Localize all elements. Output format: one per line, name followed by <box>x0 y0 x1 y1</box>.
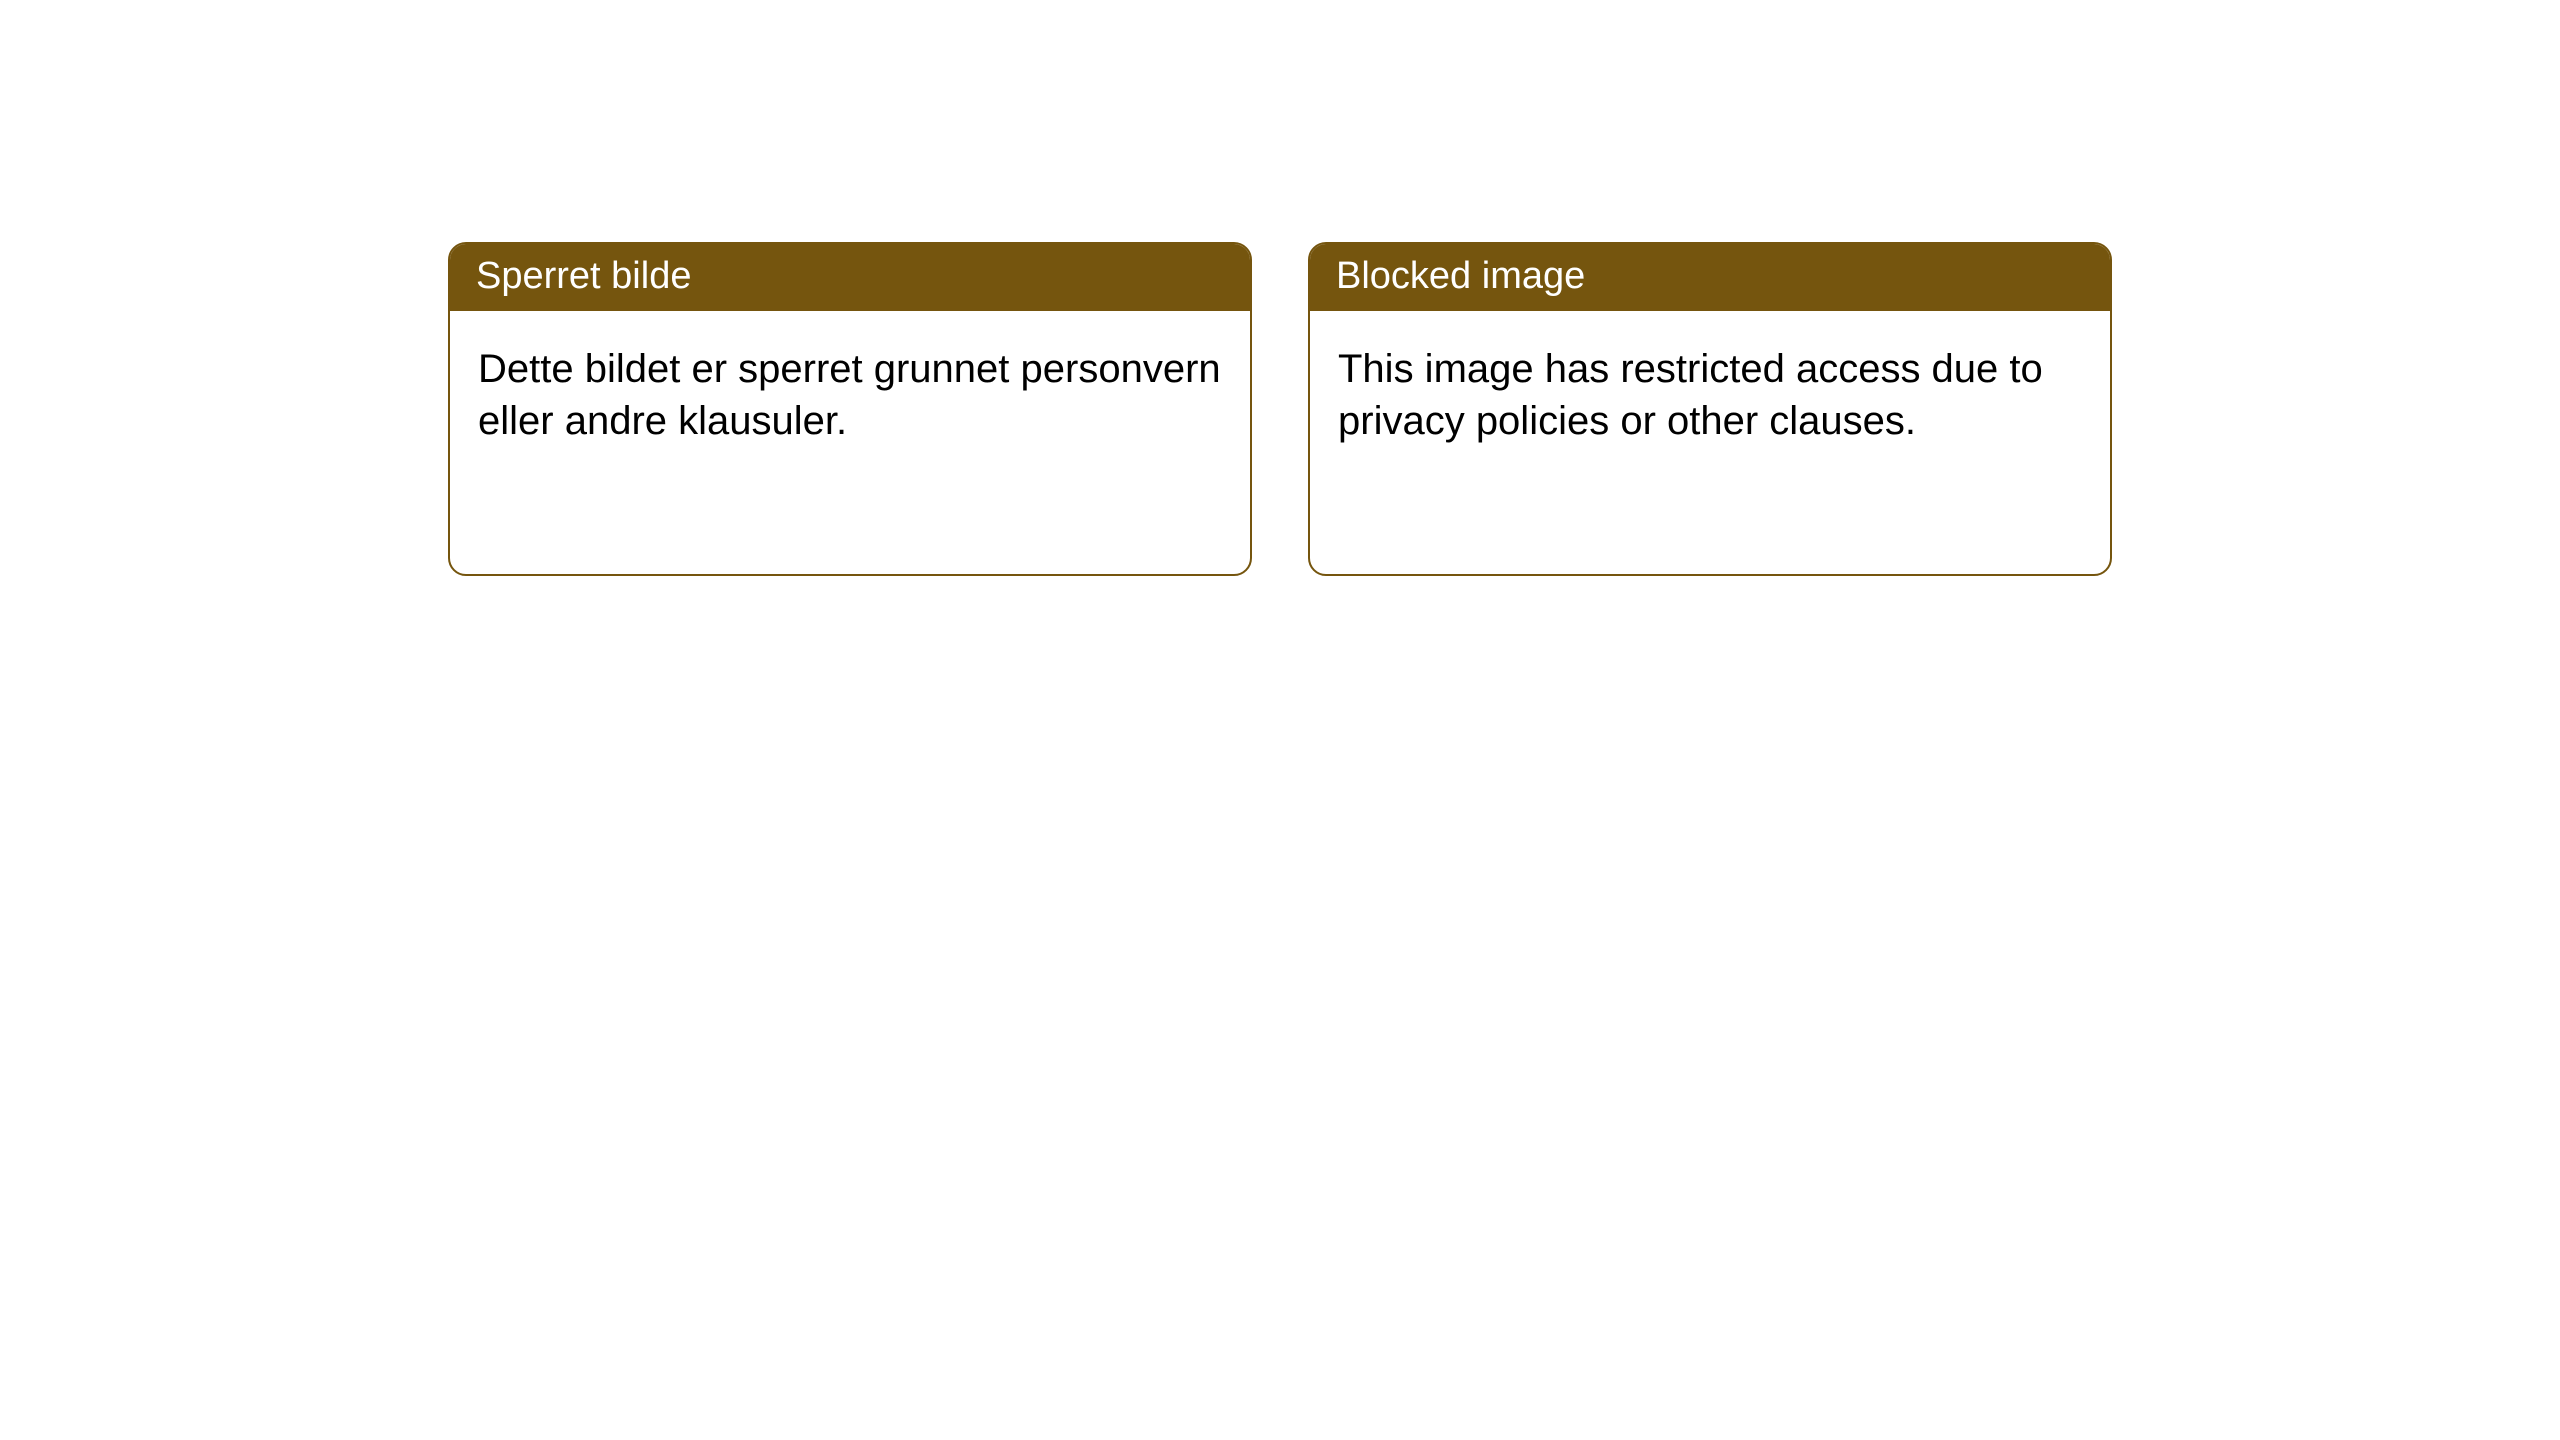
notice-card-english: Blocked image This image has restricted … <box>1308 242 2112 576</box>
notice-container: Sperret bilde Dette bildet er sperret gr… <box>0 0 2560 576</box>
card-body: Dette bildet er sperret grunnet personve… <box>450 311 1250 479</box>
card-body: This image has restricted access due to … <box>1310 311 2110 479</box>
card-title: Blocked image <box>1310 244 2110 311</box>
card-title: Sperret bilde <box>450 244 1250 311</box>
notice-card-norwegian: Sperret bilde Dette bildet er sperret gr… <box>448 242 1252 576</box>
